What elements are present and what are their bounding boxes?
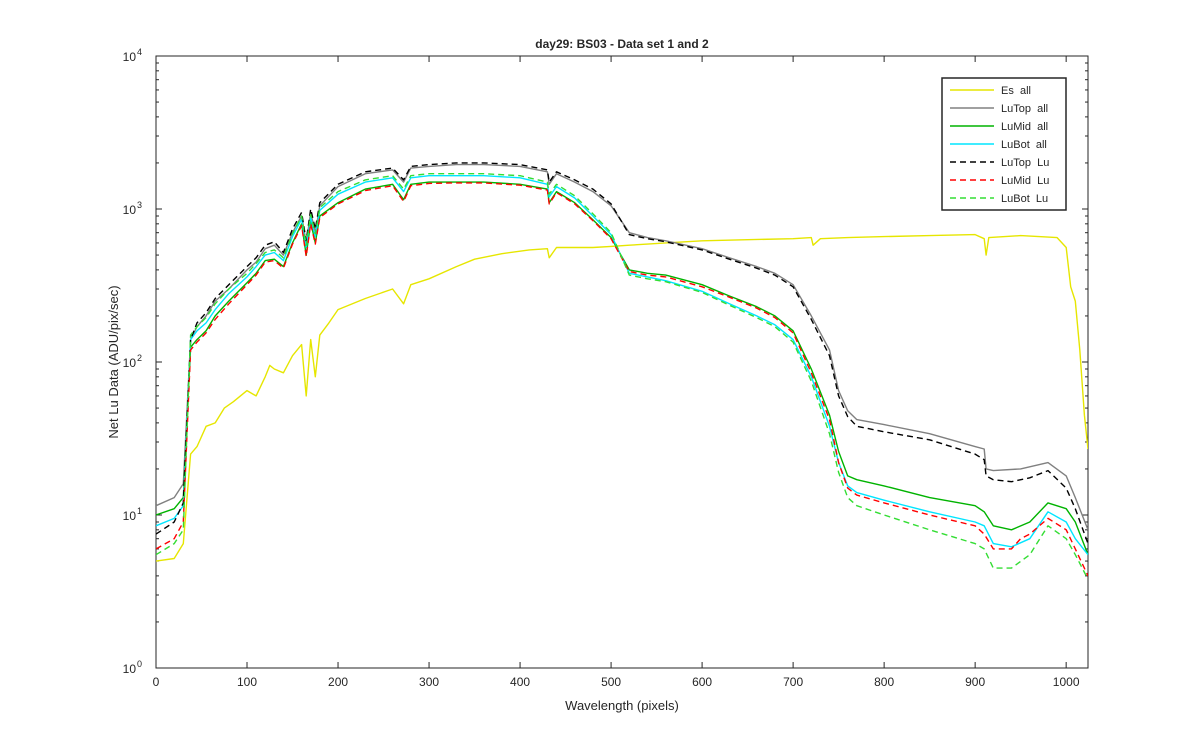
series-line-2 [156,181,1088,555]
y-tick-exponent: 4 [137,47,142,57]
legend-label: LuMid all [1001,121,1048,133]
y-tick-label: 10 [123,50,137,64]
legend: Es all LuTop all LuMid all LuBot all LuTop L… [941,77,1067,211]
y-tick-exponent: 2 [137,353,142,363]
x-tick-label: 600 [692,675,712,689]
x-tick-label: 700 [783,675,803,689]
x-axis: 0 100 200 300 400 500 600 700 800 900 1000 [153,56,1080,689]
y-tick-base: 10 [123,509,137,523]
y-tick-label: 10 [123,356,137,370]
legend-label: LuBot Lu [1001,193,1048,205]
series-line-4 [156,162,1088,544]
legend-label: Es all [1001,85,1031,97]
x-tick-label: 1000 [1053,675,1080,689]
x-tick-label: 100 [237,675,257,689]
series-line-3 [156,175,1088,556]
x-tick-label: 200 [328,675,348,689]
series-layer [156,162,1088,580]
y-tick-exponent: 1 [137,506,142,516]
y-tick-label: 10 [123,509,137,523]
y-tick-exponent: 0 [137,659,142,669]
y-tick-base: 10 [123,662,137,676]
y-axis-label: Net Lu Data (ADU/pix/sec) [106,285,121,438]
series-line-5 [156,182,1088,577]
x-tick-label: 0 [153,675,160,689]
plot-area [155,55,1089,669]
series-line-0 [156,233,1088,562]
x-tick-label: 300 [419,675,439,689]
x-axis-label: Wavelength (pixels) [565,698,679,713]
legend-label: LuBot all [1001,139,1047,151]
x-tick-label: 800 [874,675,894,689]
x-tick-label: 400 [510,675,530,689]
y-tick-base: 10 [123,50,137,64]
legend-label: LuMid Lu [1001,175,1049,187]
y-tick-base: 10 [123,356,137,370]
y-tick-base: 10 [123,203,137,217]
x-tick-label: 900 [965,675,985,689]
y-tick-label: 10 [123,203,137,217]
x-tick-label: 500 [601,675,621,689]
chart-title: day29: BS03 - Data set 1 and 2 [535,37,709,51]
legend-label: LuTop Lu [1001,157,1049,169]
legend-label: LuTop all [1001,103,1048,115]
series-line-6 [156,173,1088,580]
y-tick-label: 10 [123,662,137,676]
y-tick-exponent: 3 [137,200,142,210]
